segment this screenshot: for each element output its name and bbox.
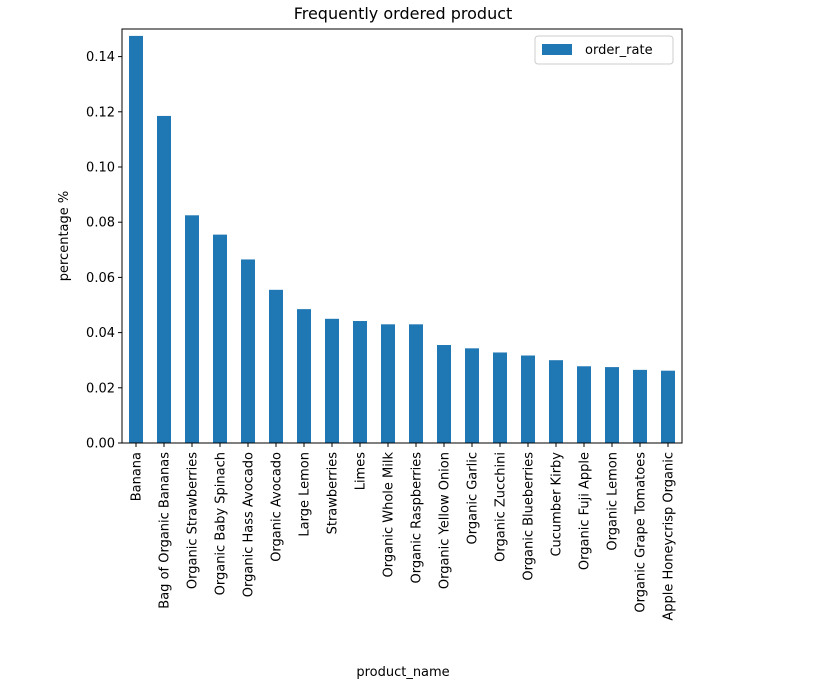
bar-15 (549, 360, 563, 443)
x-tick-label-13: Organic Zucchini (494, 452, 509, 562)
x-tick-label-7: Strawberries (326, 452, 341, 535)
x-tick-label-4: Organic Hass Avocado (242, 452, 257, 597)
y-tick-label-1: 0.02 (86, 381, 115, 396)
bar-4 (241, 259, 255, 443)
bar-17 (605, 367, 619, 443)
y-tick-label-4: 0.08 (86, 216, 115, 231)
x-tick-label-10: Organic Raspberries (410, 452, 425, 584)
x-tick-label-1: Bag of Organic Bananas (158, 452, 173, 609)
x-tick-label-12: Organic Garlic (466, 452, 481, 544)
y-axis: 0.00 0.02 0.04 0.06 0.08 0.10 0.12 0.14 (86, 50, 122, 452)
x-tick-label-14: Organic Blueberries (522, 452, 537, 581)
x-tick-label-11: Organic Yellow Onion (438, 452, 453, 589)
x-tick-label-8: Limes (354, 452, 369, 491)
x-tick-label-18: Organic Grape Tomatoes (634, 452, 649, 613)
bar-11 (437, 345, 451, 443)
legend: order_rate (534, 35, 674, 65)
x-tick-label-0: Banana (130, 452, 145, 501)
x-tick-label-9: Organic Whole Milk (382, 452, 397, 578)
bar-13 (493, 352, 507, 443)
x-tick-label-16: Organic Fuji Apple (578, 452, 593, 570)
x-tick-label-15: Cucumber Kirby (550, 452, 565, 557)
bar-7 (325, 318, 339, 443)
y-tick-label-5: 0.10 (86, 161, 115, 176)
bar-14 (521, 355, 535, 443)
chart-title: Frequently ordered product (294, 4, 513, 23)
bar-10 (409, 324, 423, 443)
bars-layer (129, 35, 675, 444)
y-tick-label-7: 0.14 (86, 50, 115, 65)
x-tick-label-19: Apple Honeycrisp Organic (662, 452, 677, 621)
x-tick-label-6: Large Lemon (298, 452, 313, 537)
plot-frame (121, 28, 683, 444)
y-axis-label: percentage % (57, 191, 72, 282)
legend-box (534, 35, 674, 65)
bar-0 (129, 35, 143, 444)
y-tick-label-2: 0.04 (86, 326, 115, 341)
bar-16 (577, 366, 591, 443)
y-tick-label-3: 0.06 (86, 271, 115, 286)
y-tick-label-0: 0.00 (86, 437, 115, 452)
x-axis: Banana Bag of Organic Bananas Organic Stra… (130, 443, 677, 621)
x-tick-label-5: Organic Avocado (270, 452, 285, 562)
x-tick-label-2: Organic Strawberries (186, 452, 201, 589)
x-tick-label-3: Organic Baby Spinach (214, 452, 229, 595)
bar-19 (661, 370, 675, 443)
bar-2 (185, 215, 199, 443)
x-tick-label-17: Organic Lemon (606, 452, 621, 551)
bar-5 (269, 289, 283, 443)
bar-3 (213, 234, 227, 443)
bar-9 (381, 324, 395, 443)
bar-6 (297, 309, 311, 443)
x-axis-label: product_name (356, 665, 449, 680)
legend-label: order_rate (585, 43, 653, 58)
y-tick-label-6: 0.12 (86, 105, 115, 120)
bar-8 (353, 321, 367, 443)
bar-18 (633, 369, 647, 443)
legend-swatch (542, 44, 572, 55)
bar-1 (157, 115, 171, 443)
bar-12 (465, 348, 479, 443)
